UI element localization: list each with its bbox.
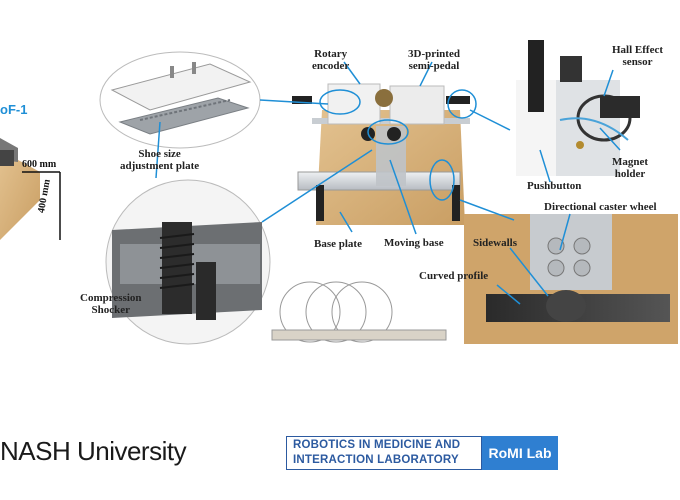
shocker-zoom — [105, 179, 271, 345]
curved-profile-drawing — [271, 281, 447, 343]
shoe-plate-zoom — [99, 51, 261, 149]
label-shoe-plate: Shoe size adjustment plate — [120, 148, 200, 172]
university-logo-text: NASH University — [0, 436, 187, 466]
romi-lab-tag: RoMI Lab — [482, 436, 558, 470]
label-caster-wheel: Directional caster wheel — [544, 201, 657, 213]
romi-lab-line2: INTERACTION LABORATORY — [293, 454, 459, 466]
left-fragment-device — [0, 138, 61, 240]
label-semi-pedal: 3D-printed semi-pedal — [408, 48, 460, 72]
caster-photo — [464, 214, 678, 344]
label-sidewalls: Sidewalls — [473, 237, 518, 249]
label-rotary-encoder: Rotary encoder — [312, 48, 350, 72]
label-curved-profile: Curved profile — [419, 270, 489, 282]
hall-sensor-photo — [516, 40, 640, 176]
label-hall-sensor: Hall Effect sensor — [612, 44, 664, 68]
romi-lab-line1: ROBOTICS IN MEDICINE AND — [293, 439, 461, 451]
romi-lab-logo: ROBOTICS IN MEDICINE AND INTERACTION LAB… — [286, 436, 564, 470]
label-pushbutton: Pushbutton — [527, 180, 582, 192]
label-compression-shocker: Compression Shocker — [80, 292, 142, 316]
callout-lines — [155, 61, 621, 305]
label-moving-base: Moving base — [384, 237, 444, 249]
left-fragment-label: oF-1 — [0, 102, 28, 117]
dimension-width: 600 mm — [22, 159, 57, 170]
label-base-plate: Base plate — [314, 238, 362, 250]
romi-lab-name-box: ROBOTICS IN MEDICINE AND INTERACTION LAB… — [286, 436, 482, 470]
main-device — [292, 83, 470, 225]
label-magnet-holder: Magnet holder — [612, 156, 649, 180]
